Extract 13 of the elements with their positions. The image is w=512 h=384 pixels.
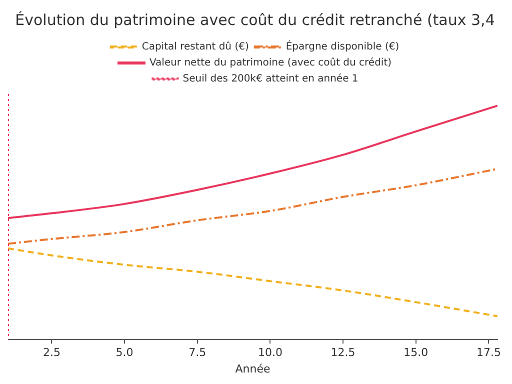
x-axis-title: Année [235, 362, 270, 376]
x-tick-label: 7.5 [188, 346, 206, 360]
x-tick-label: 5.0 [116, 346, 134, 360]
legend-label: Valeur nette du patrimoine (avec coût du crédit) [149, 58, 392, 69]
x-tick-label: 10.0 [258, 346, 282, 360]
x-tick-label: 12.5 [330, 346, 356, 360]
x-tick-label: 17.5 [476, 346, 501, 360]
x-tick-label: 2.5 [42, 346, 60, 360]
legend-label: Capital restant dû (€) [142, 42, 249, 53]
chart-title: Évolution du patrimoine avec coût du crédit retranché (taux 3,4 [15, 10, 495, 29]
legend-label: Seuil des 200k€ atteint en année 1 [182, 74, 358, 85]
x-tick-label: 15.0 [404, 346, 428, 360]
legend-label: Épargne disponible (€) [286, 40, 400, 53]
